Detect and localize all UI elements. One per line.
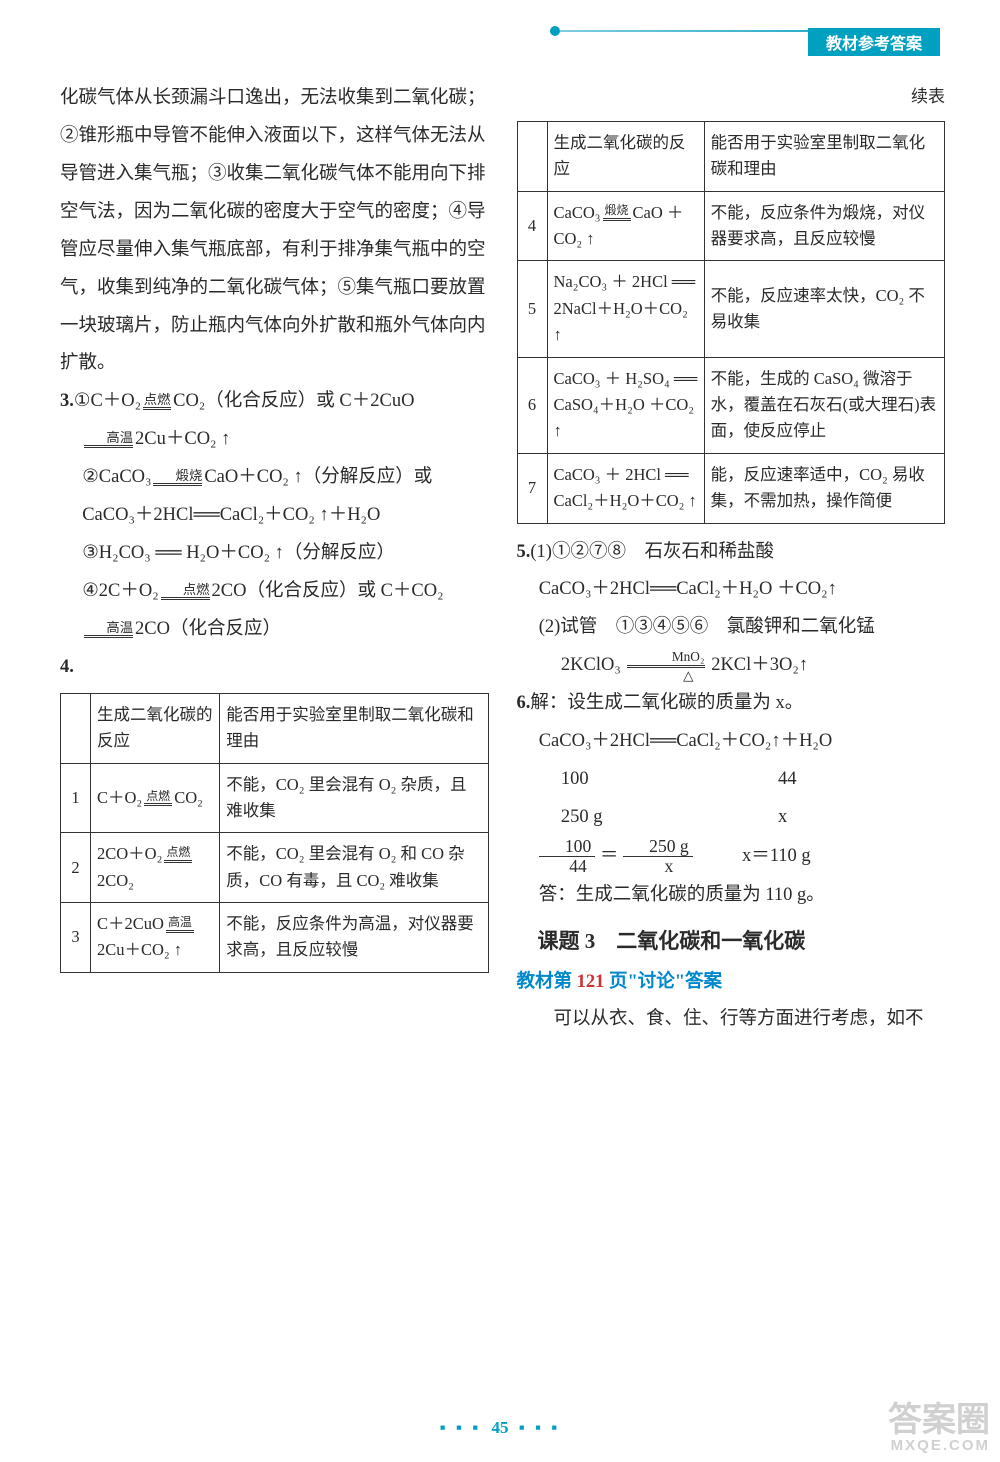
table-reason: 不能，反应速率太快，CO₂ 不易收集 bbox=[704, 261, 944, 357]
q3-l2b: 2Cu＋CO₂ ↑ bbox=[135, 429, 230, 449]
q5-num: 5. bbox=[517, 542, 531, 562]
table-head-reason: 能否用于实验室里制取二氧化碳和理由 bbox=[704, 121, 944, 191]
table-row-num: 5 bbox=[517, 261, 547, 357]
table-row-num: 4 bbox=[517, 191, 547, 261]
table-reaction: CaCO₃煅烧CaO ＋ CO₂ ↑ bbox=[547, 191, 704, 261]
table-reason: 不能，生成的 CaSO₄ 微溶于水，覆盖在石灰石(或大理石)表面，使反应停止 bbox=[704, 357, 944, 453]
q3-line6: ④2C＋O₂点燃2CO（化合反应）或 C＋CO₂ bbox=[60, 573, 489, 611]
q3-l3a: ②CaCO₃ bbox=[82, 467, 151, 487]
table-reaction: CaCO₃ ＋ H₂SO₄ ══ CaSO₄＋H₂O ＋CO₂ ↑ bbox=[547, 357, 704, 453]
q3-line3: ②CaCO₃煅烧CaO＋CO₂ ↑（分解反应）或 bbox=[60, 459, 489, 497]
q5-line4: 2KClO₃ MnO₂△ 2KCl＋3O₂↑ bbox=[517, 647, 946, 685]
q6-line3: 100 44 bbox=[517, 761, 946, 799]
q3-line2: 高温2Cu＋CO₂ ↑ bbox=[60, 421, 489, 459]
dots-icon: ▪ ▪ ▪ bbox=[440, 1418, 482, 1437]
q3-line1: 3.①C＋O₂点燃CO₂（化合反应）或 C＋2CuO bbox=[60, 383, 489, 421]
q6-line1: 6.解：设生成二氧化碳的质量为 x。 bbox=[517, 685, 946, 723]
header-bar: 教材参考答案 bbox=[560, 30, 940, 34]
q3-l6a: ④2C＋O₂ bbox=[82, 581, 158, 601]
continued-label: 续表 bbox=[517, 80, 946, 115]
topic3-title: 课题 3 二氧化碳和一氧化碳 bbox=[517, 920, 946, 963]
q6-l1: 解：设生成二氧化碳的质量为 x。 bbox=[530, 693, 803, 713]
table-reaction: CaCO₃ ＋ 2HCl ══ CaCl₂＋H₂O＋CO₂ ↑ bbox=[547, 453, 704, 523]
blue-reference: 教材第 121 页"讨论"答案 bbox=[517, 964, 946, 1002]
eq-arrow: MnO₂△ bbox=[627, 650, 704, 682]
q4-table-continued: 生成二氧化碳的反应 能否用于实验室里制取二氧化碳和理由 4 CaCO₃煅烧CaO… bbox=[517, 121, 946, 524]
q3-l1a: ①C＋O₂ bbox=[74, 391, 141, 411]
table-head-reaction: 生成二氧化碳的反应 bbox=[547, 121, 704, 191]
q5-line3: (2)试管 ①③④⑤⑥ 氯酸钾和二氧化锰 bbox=[517, 609, 946, 647]
eq-arrow: 点燃 bbox=[161, 583, 210, 601]
page-number: ▪ ▪ ▪ 45 ▪ ▪ ▪ bbox=[0, 1418, 1000, 1438]
table-row-num: 6 bbox=[517, 357, 547, 453]
header-tab: 教材参考答案 bbox=[808, 28, 940, 56]
q4-table: 生成二氧化碳的反应 能否用于实验室里制取二氧化碳和理由 1 C＋O₂点燃CO₂ … bbox=[60, 693, 489, 973]
q3-num: 3. bbox=[60, 391, 74, 411]
last-line: 可以从衣、食、住、行等方面进行考虑，如不 bbox=[517, 1001, 946, 1039]
eq-arrow: 点燃 bbox=[143, 393, 171, 411]
table-row-num: 3 bbox=[61, 903, 91, 973]
q6-line6: 答：生成二氧化碳的质量为 110 g。 bbox=[517, 877, 946, 915]
eq-arrow: 高温 bbox=[84, 621, 133, 639]
dots-icon: ▪ ▪ ▪ bbox=[519, 1418, 561, 1437]
eq-arrow: 煅烧 bbox=[153, 469, 202, 487]
table-reaction: 2CO＋O₂点燃2CO₂ bbox=[91, 833, 220, 903]
table-reason: 不能，CO₂ 里会混有 O₂ 和 CO 杂质，CO 有毒，且 CO₂ 难收集 bbox=[220, 833, 488, 903]
fraction: 250 gx bbox=[623, 837, 693, 877]
table-row-num: 2 bbox=[61, 833, 91, 903]
intro-text: 化碳气体从长颈漏斗口逸出，无法收集到二氧化碳；②锥形瓶中导管不能伸入液面以下，这… bbox=[60, 80, 489, 383]
watermark: 答案圈 MXQE.COM bbox=[888, 1403, 990, 1454]
q5-line2: CaCO₃＋2HCl══CaCl₂＋H₂O ＋CO₂↑ bbox=[517, 571, 946, 609]
table-reason: 不能，CO₂ 里会混有 O₂ 杂质，且难收集 bbox=[220, 763, 488, 833]
q3-line5: ③H₂CO₃ ══ H₂O＋CO₂ ↑（分解反应） bbox=[60, 535, 489, 573]
q6-answer: x＝110 g bbox=[742, 846, 811, 866]
table-reason: 不能，反应条件为煅烧，对仪器要求高，且反应较慢 bbox=[704, 191, 944, 261]
table-reason: 能，反应速率适中，CO₂ 易收集，不需加热，操作简便 bbox=[704, 453, 944, 523]
q6-line5: 10044 ＝ 250 gx x＝110 g bbox=[517, 837, 946, 877]
table-head-blank bbox=[61, 693, 91, 763]
q6-line2: CaCO₃＋2HCl══CaCl₂＋CO₂↑＋H₂O bbox=[517, 723, 946, 761]
eq-arrow: 高温 bbox=[84, 431, 133, 449]
q6-line4: 250 g x bbox=[517, 799, 946, 837]
q3-line4: CaCO₃＋2HCl══CaCl₂＋CO₂ ↑＋H₂O bbox=[60, 497, 489, 535]
table-head-blank bbox=[517, 121, 547, 191]
page-content: 化碳气体从长颈漏斗口逸出，无法收集到二氧化碳；②锥形瓶中导管不能伸入液面以下，这… bbox=[60, 80, 945, 1402]
table-reaction: Na₂CO₃ ＋ 2HCl ══ 2NaCl＋H₂O＋CO₂ ↑ bbox=[547, 261, 704, 357]
watermark-text: 答案圈 bbox=[888, 1401, 990, 1439]
q3-line7: 高温2CO（化合反应） bbox=[60, 611, 489, 649]
q5-l1: (1)①②⑦⑧ 石灰石和稀盐酸 bbox=[530, 542, 774, 562]
q5-line1: 5.(1)①②⑦⑧ 石灰石和稀盐酸 bbox=[517, 534, 946, 572]
table-reason: 不能，反应条件为高温，对仪器要求高，且反应较慢 bbox=[220, 903, 488, 973]
fraction: 10044 bbox=[539, 837, 596, 877]
q3-l1b: CO₂（化合反应）或 C＋2CuO bbox=[173, 391, 414, 411]
table-reaction: C＋2CuO高温2Cu＋CO₂ ↑ bbox=[91, 903, 220, 973]
page-ref-num: 121 bbox=[577, 972, 605, 992]
table-row-num: 1 bbox=[61, 763, 91, 833]
page-num-value: 45 bbox=[492, 1418, 509, 1437]
watermark-url: MXQE.COM bbox=[888, 1438, 990, 1454]
table-reaction: C＋O₂点燃CO₂ bbox=[91, 763, 220, 833]
q3-l6b: 2CO（化合反应）或 C＋CO₂ bbox=[212, 581, 444, 601]
q6-num: 6. bbox=[517, 693, 531, 713]
q3-l3b: CaO＋CO₂ ↑（分解反应）或 bbox=[204, 467, 432, 487]
q4-num: 4. bbox=[60, 649, 489, 687]
table-head-reason: 能否用于实验室里制取二氧化碳和理由 bbox=[220, 693, 488, 763]
header-dot bbox=[550, 26, 560, 36]
table-head-reaction: 生成二氧化碳的反应 bbox=[91, 693, 220, 763]
q3-l7b: 2CO（化合反应） bbox=[135, 619, 281, 639]
table-row-num: 7 bbox=[517, 453, 547, 523]
